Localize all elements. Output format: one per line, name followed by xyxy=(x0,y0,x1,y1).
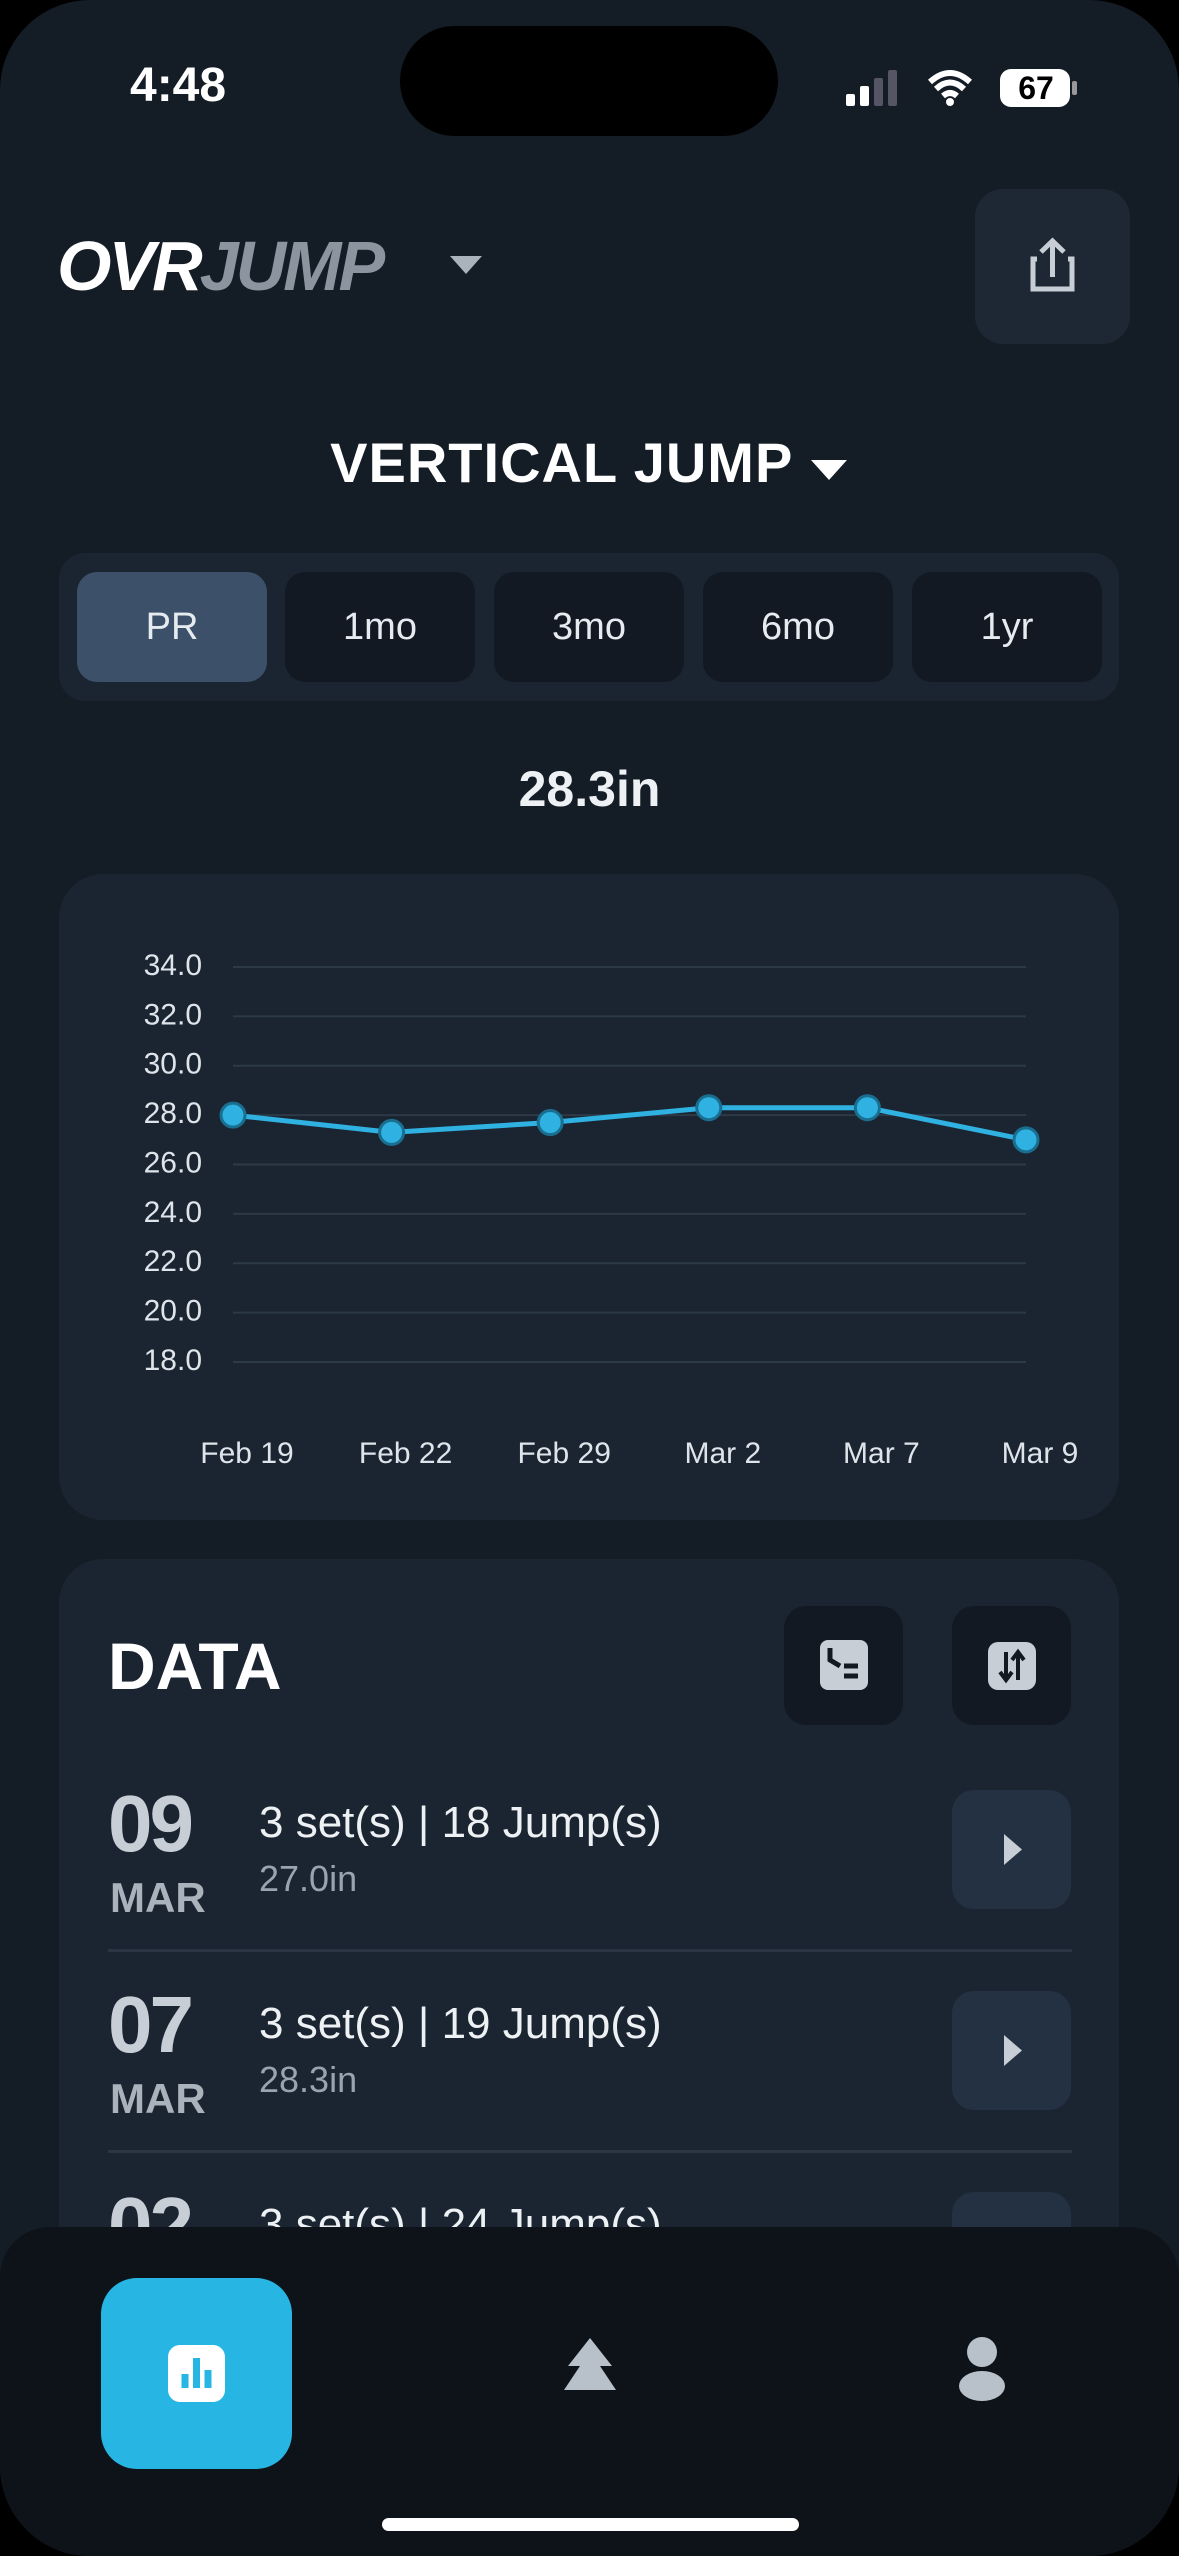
share-icon xyxy=(1030,237,1075,292)
y-tick-label: 24.0 xyxy=(144,1196,202,1229)
sort-button[interactable] xyxy=(952,1606,1071,1725)
nav-profile[interactable] xyxy=(940,2328,1040,2418)
nav-stats[interactable] xyxy=(101,2278,292,2469)
dynamic-island xyxy=(400,26,778,136)
y-tick-label: 20.0 xyxy=(144,1295,202,1328)
row-result: 27.0in xyxy=(259,1858,358,1899)
logo-primary: OVR xyxy=(57,227,203,305)
chart: 18.0 20.0 22.0 24.0 26.0 28.0 30.0 32.0 34.0 Feb … xyxy=(144,949,1079,1470)
row-summary: 3 set(s) | 19 Jump(s) xyxy=(259,1999,662,2048)
metric-caret xyxy=(810,460,847,480)
play-icon xyxy=(1004,2035,1022,2066)
y-tick-label: 28.0 xyxy=(144,1097,202,1130)
row-month: MAR xyxy=(110,2075,206,2122)
logo-caret[interactable] xyxy=(448,254,484,276)
y-tick-label: 26.0 xyxy=(144,1146,202,1179)
y-tick-label: 22.0 xyxy=(144,1245,202,1278)
data-point xyxy=(378,1118,406,1146)
x-tick-label: Mar 9 xyxy=(1002,1437,1079,1470)
y-tick-label: 32.0 xyxy=(144,998,202,1031)
status-icons xyxy=(846,69,1077,107)
home-indicator xyxy=(382,2518,799,2531)
share-button[interactable] xyxy=(975,189,1130,344)
metric-selector[interactable]: VERTICAL JUMP xyxy=(0,430,1179,495)
logo[interactable]: OVRJUMP xyxy=(57,226,385,306)
logo-secondary: JUMP xyxy=(199,227,385,305)
x-tick-label: Mar 7 xyxy=(843,1437,920,1470)
status-time: 4:48 xyxy=(130,59,227,112)
y-tick-label: 18.0 xyxy=(144,1344,202,1377)
y-tick-label: 34.0 xyxy=(144,949,202,982)
tab[interactable]: 6mo xyxy=(703,572,893,682)
data-point xyxy=(1012,1126,1040,1154)
nav-jump[interactable] xyxy=(540,2328,640,2418)
tab[interactable]: 3mo xyxy=(494,572,684,682)
metric-title: VERTICAL JUMP xyxy=(330,431,793,494)
x-tick-label: Feb 19 xyxy=(200,1437,293,1470)
row-open-button[interactable] xyxy=(952,1790,1071,1909)
data-point xyxy=(536,1109,564,1137)
data-point xyxy=(219,1101,247,1129)
data-line xyxy=(232,1105,1027,1143)
export-icon xyxy=(820,1640,868,1690)
row-month: MAR xyxy=(110,1874,206,1921)
stats-icon xyxy=(168,2345,225,2402)
play-icon xyxy=(1004,1834,1022,1865)
x-tick-label: Feb 22 xyxy=(359,1437,452,1470)
row-day: 07 xyxy=(108,1980,194,2069)
divider xyxy=(108,2150,1072,2153)
tab[interactable]: 1mo xyxy=(285,572,475,682)
row-summary: 3 set(s) | 18 Jump(s) xyxy=(259,1798,662,1847)
sort-icon xyxy=(988,1642,1036,1690)
row-day: 09 xyxy=(108,1779,194,1868)
row-open-button[interactable] xyxy=(952,1991,1071,2110)
divider xyxy=(108,1949,1072,1952)
row-result: 28.3in xyxy=(259,2059,358,2100)
x-tick-label: Mar 2 xyxy=(684,1437,761,1470)
tab[interactable]: 1yr xyxy=(912,572,1102,682)
tab[interactable]: PR xyxy=(77,572,267,682)
data-point xyxy=(695,1094,723,1122)
x-tick-label: Feb 29 xyxy=(517,1437,610,1470)
y-tick-label: 30.0 xyxy=(144,1048,202,1081)
export-button[interactable] xyxy=(784,1606,903,1725)
summary-value: 28.3in xyxy=(518,761,661,817)
chart-card: 18.0 20.0 22.0 24.0 26.0 28.0 30.0 32.0 34.0 Feb … xyxy=(59,874,1119,1520)
battery-level: 67 xyxy=(1018,70,1054,106)
data-point xyxy=(853,1094,881,1122)
data-title: DATA xyxy=(108,1629,282,1703)
